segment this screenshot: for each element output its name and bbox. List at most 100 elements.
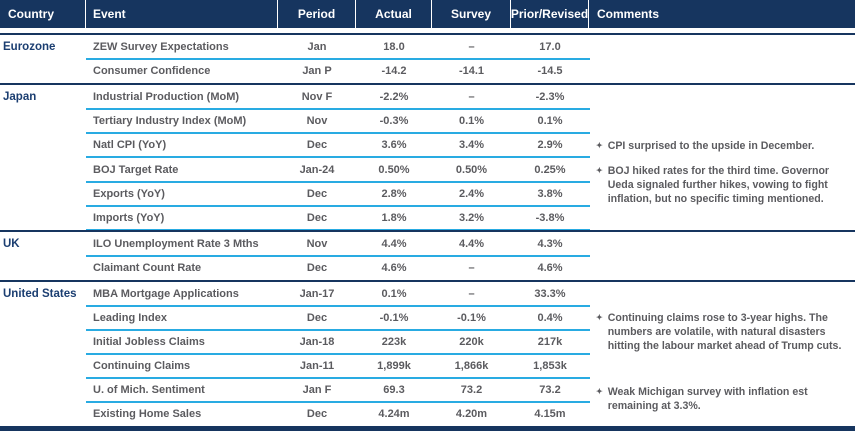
period-cell: Jan P (302, 65, 332, 78)
comment: ✦ Weak Michigan survey with inflation es… (596, 385, 852, 413)
survey-cell: 73.2 (460, 384, 483, 397)
survey-cell: 0.50% (455, 163, 488, 176)
prior-cell: 3.8% (537, 187, 563, 200)
actual-cell: -2.2% (379, 91, 409, 104)
bullet-icon: ✦ (596, 386, 603, 396)
bullet-icon: ✦ (596, 166, 603, 176)
actual-cell: 18.0 (383, 41, 405, 54)
table-row: Eurozone ZEW Survey Expectations Jan 18.… (0, 35, 855, 61)
table-row: Exports (YoY) Dec 2.8% 2.4% 3.8% (0, 182, 855, 207)
header-event: Event (86, 0, 278, 28)
actual-cell: 1,899k (377, 360, 411, 373)
period-cell: Nov (306, 115, 328, 128)
comment: ✦ CPI surprised to the upside in Decembe… (596, 139, 852, 153)
survey-cell: -0.1% (457, 312, 486, 325)
event-cell: BOJ Target Rate (93, 163, 179, 176)
comment-text: CPI surprised to the upside in December. (607, 140, 815, 153)
table-row: Consumer Confidence Jan P -14.2 -14.1 -1… (0, 59, 855, 83)
comment: ✦ Continuing claims rose to 3-year highs… (596, 311, 852, 353)
period-cell: Jan F (302, 384, 332, 397)
period-cell: Dec (306, 187, 328, 200)
header-gap (0, 28, 855, 33)
table-row: BOJ Target Rate Jan-24 0.50% 0.50% 0.25% (0, 157, 855, 183)
period-cell: Jan-24 (299, 163, 335, 176)
actual-cell: 2.8% (381, 187, 407, 200)
event-cell: Imports (YoY) (93, 211, 165, 224)
bottom-divider (0, 426, 855, 431)
table-row: Natl CPI (YoY) Dec 3.6% 3.4% 2.9% (0, 133, 855, 159)
event-cell: Initial Jobless Claims (93, 336, 205, 349)
actual-cell: 1.8% (381, 211, 407, 224)
event-cell: Exports (YoY) (93, 187, 165, 200)
period-cell: Jan-18 (299, 336, 335, 349)
group-uk: UK ILO Unemployment Rate 3 Mths Nov 4.4%… (0, 229, 855, 280)
period-cell: Nov (306, 237, 328, 250)
actual-cell: 4.24m (378, 408, 410, 421)
table-row: Leading Index Dec -0.1% -0.1% 0.4% (0, 306, 855, 332)
actual-cell: 4.6% (381, 261, 407, 274)
event-cell: ZEW Survey Expectations (93, 41, 229, 54)
comment-text: Weak Michigan survey with inflation est … (607, 385, 808, 412)
prior-cell: 4.15m (534, 408, 566, 421)
group-eurozone: Eurozone ZEW Survey Expectations Jan 18.… (0, 33, 855, 83)
survey-cell: 2.4% (458, 187, 485, 200)
actual-cell: -0.1% (379, 312, 409, 325)
prior-cell: 0.1% (537, 115, 563, 128)
prior-cell: 17.0 (539, 41, 561, 54)
period-cell: Dec (306, 312, 328, 325)
survey-cell: – (468, 91, 475, 104)
prior-cell: 1,853k (533, 360, 567, 373)
comment-text: Continuing claims rose to 3-year highs. … (607, 311, 842, 352)
actual-cell: 69.3 (383, 384, 405, 397)
survey-cell: – (468, 41, 475, 54)
actual-cell: -14.2 (381, 65, 407, 78)
period-cell: Jan-11 (299, 360, 335, 373)
period-cell: Dec (306, 261, 328, 274)
table-row: UK ILO Unemployment Rate 3 Mths Nov 4.4%… (0, 232, 855, 257)
prior-cell: 33.3% (534, 287, 566, 300)
event-cell: Claimant Count Rate (93, 261, 202, 274)
actual-cell: 3.6% (381, 139, 407, 152)
comment: ✦ BOJ hiked rates for the third time. Go… (596, 164, 852, 206)
prior-cell: -14.5 (537, 65, 563, 78)
period-cell: Jan (307, 41, 327, 54)
header-period: Period (278, 0, 356, 28)
actual-cell: 0.1% (381, 287, 407, 300)
prior-cell: 73.2 (539, 384, 561, 397)
table-row: Initial Jobless Claims Jan-18 223k 220k … (0, 330, 855, 356)
prior-cell: 4.3% (537, 237, 563, 250)
survey-cell: -14.1 (458, 65, 485, 78)
table-header-row: Country Event Period Actual Survey Prior… (0, 0, 855, 28)
header-survey: Survey (432, 0, 511, 28)
survey-cell: 220k (459, 336, 484, 349)
table-row: Imports (YoY) Dec 1.8% 3.2% -3.8% (0, 206, 855, 231)
survey-cell: 4.4% (458, 237, 485, 250)
event-cell: Tertiary Industry Index (MoM) (93, 115, 247, 128)
prior-cell: 0.25% (534, 163, 566, 176)
header-comments: Comments (597, 7, 660, 21)
survey-cell: 1,866k (454, 360, 489, 373)
group-japan: Japan Industrial Production (MoM) Nov F … (0, 83, 855, 231)
prior-cell: 4.6% (537, 261, 563, 274)
event-cell: Industrial Production (MoM) (93, 91, 240, 104)
survey-cell: – (468, 287, 475, 300)
survey-cell: 4.20m (455, 408, 488, 421)
event-cell: ILO Unemployment Rate 3 Mths (93, 237, 259, 250)
prior-cell: -2.3% (535, 91, 565, 104)
table-row: U. of Mich. Sentiment Jan F 69.3 73.2 73… (0, 378, 855, 404)
period-cell: Dec (306, 211, 328, 224)
event-cell: Existing Home Sales (93, 408, 202, 421)
comment-text: BOJ hiked rates for the third time. Gove… (607, 165, 830, 206)
prior-cell: 2.9% (537, 139, 563, 152)
actual-cell: 223k (381, 336, 407, 349)
header-country: Country (0, 0, 86, 28)
actual-cell: -0.3% (379, 115, 409, 128)
header-actual: Actual (356, 0, 432, 28)
period-cell: Dec (306, 139, 328, 152)
event-cell: Leading Index (93, 312, 167, 325)
prior-cell: -3.8% (535, 211, 565, 224)
event-cell: MBA Mortgage Applications (93, 287, 239, 300)
actual-cell: 4.4% (381, 237, 407, 250)
prior-cell: 0.4% (537, 312, 563, 325)
